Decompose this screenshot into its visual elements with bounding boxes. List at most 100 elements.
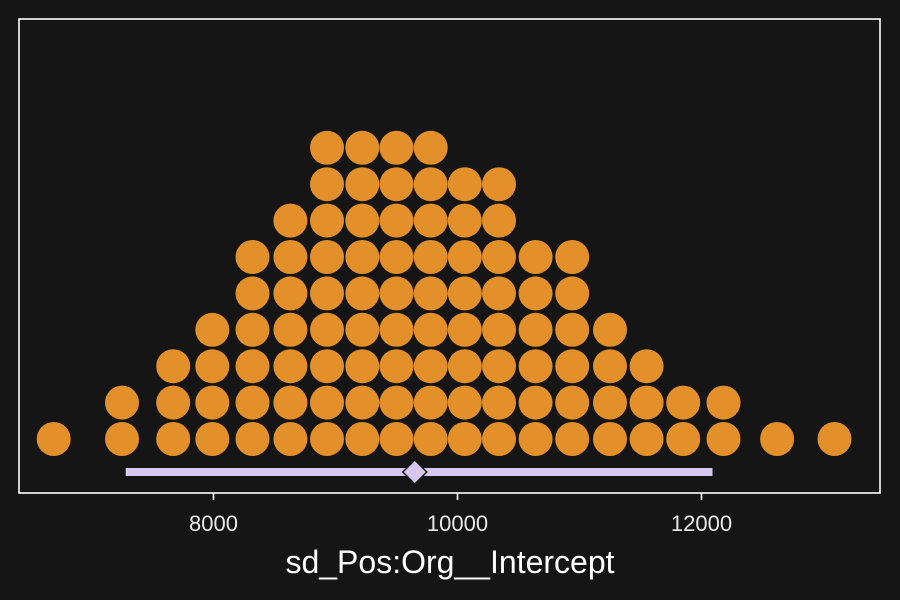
dot-bin-7-4 (345, 276, 380, 311)
x-tick-label-1: 10000 (427, 511, 488, 536)
dot-bin-2-1 (156, 385, 191, 420)
dot-bin-3-1 (195, 385, 230, 420)
dot-bin-4-4 (235, 276, 270, 311)
dot-bin-10-1 (447, 385, 482, 420)
point-estimate-marker (401, 458, 428, 486)
interval-layer (125, 458, 713, 486)
dot-bin-8-6 (379, 203, 414, 238)
dot-bin-13-0 (555, 422, 590, 456)
dot-bin-2-2 (156, 349, 191, 384)
dot-bin-7-2 (345, 349, 380, 384)
dot-bin-14-0 (593, 422, 627, 456)
dot-bin-9-3 (413, 312, 448, 347)
dot-bin-9-8 (413, 130, 448, 165)
dot-bin-12-1 (518, 385, 553, 420)
dot-bin-4-3 (235, 312, 270, 347)
dot-bin-19-0 (817, 422, 852, 456)
dot-bin-8-2 (379, 349, 414, 384)
dot-bin-4-1 (235, 385, 270, 420)
panel-border (18, 18, 881, 494)
dot-bin-13-3 (555, 312, 590, 347)
dot-bin-6-2 (310, 349, 344, 384)
dot-bin-9-0 (413, 422, 448, 456)
dot-bin-10-0 (447, 422, 482, 456)
dot-bin-5-4 (273, 276, 308, 311)
dot-bin-15-0 (629, 422, 664, 456)
dot-bin-14-3 (593, 312, 627, 347)
dot-bin-6-7 (310, 167, 344, 202)
dot-bin-4-5 (235, 240, 270, 274)
dot-bin-14-1 (593, 385, 627, 420)
dot-bin-8-3 (379, 312, 414, 347)
dot-bin-11-5 (482, 240, 516, 274)
dot-bin-5-5 (273, 240, 308, 274)
dot-bin-11-1 (482, 385, 516, 420)
dot-bin-6-0 (310, 422, 344, 456)
dot-bin-10-4 (447, 276, 482, 311)
dot-bin-4-2 (235, 349, 270, 384)
dot-bin-11-4 (482, 276, 516, 311)
dot-bin-5-1 (273, 385, 308, 420)
dots-layer (36, 130, 852, 456)
dot-bin-12-2 (518, 349, 553, 384)
dot-bin-11-0 (482, 422, 516, 456)
dot-bin-3-0 (195, 422, 230, 456)
dot-bin-10-3 (447, 312, 482, 347)
dot-bin-8-5 (379, 240, 414, 274)
x-tick-label-2: 12000 (671, 511, 732, 536)
dot-bin-9-5 (413, 240, 448, 274)
x-axis-ticks: 8000 10000 12000 (189, 493, 732, 536)
dot-bin-12-4 (518, 276, 553, 311)
dot-bin-12-5 (518, 240, 553, 274)
dot-bin-6-5 (310, 240, 344, 274)
dot-bin-3-2 (195, 349, 230, 384)
dot-bin-6-8 (310, 130, 344, 165)
dot-bin-13-2 (555, 349, 590, 384)
dot-bin-8-1 (379, 385, 414, 420)
dot-bin-10-6 (447, 203, 482, 238)
dot-bin-15-1 (629, 385, 664, 420)
dot-bin-12-0 (518, 422, 553, 456)
dot-bin-11-3 (482, 312, 516, 347)
dot-bin-8-0 (379, 422, 414, 456)
dot-bin-10-2 (447, 349, 482, 384)
dot-bin-15-2 (629, 349, 664, 384)
dot-bin-6-1 (310, 385, 344, 420)
dot-bin-5-3 (273, 312, 308, 347)
dot-bin-10-5 (447, 240, 482, 274)
dot-bin-13-4 (555, 276, 590, 311)
dot-bin-13-1 (555, 385, 590, 420)
dot-bin-11-7 (482, 167, 516, 202)
dot-bin-7-6 (345, 203, 380, 238)
dot-bin-3-3 (195, 312, 230, 347)
dot-bin-5-2 (273, 349, 308, 384)
dot-bin-7-7 (345, 167, 380, 202)
dot-bin-7-3 (345, 312, 380, 347)
dot-bin-1-1 (105, 385, 139, 420)
dot-bin-9-2 (413, 349, 448, 384)
dot-bin-7-5 (345, 240, 380, 274)
dot-bin-11-6 (482, 203, 516, 238)
dot-bin-16-1 (666, 385, 701, 420)
dot-bin-9-7 (413, 167, 448, 202)
dot-bin-9-1 (413, 385, 448, 420)
dot-bin-1-0 (105, 422, 139, 456)
x-axis-title: sd_Pos:Org__Intercept (285, 544, 614, 580)
dot-bin-9-4 (413, 276, 448, 311)
dot-bin-7-8 (345, 130, 380, 165)
dot-bin-5-6 (273, 203, 308, 238)
dot-bin-6-4 (310, 276, 344, 311)
dot-bin-17-1 (706, 385, 741, 420)
dot-bin-5-0 (273, 422, 308, 456)
dot-bin-8-7 (379, 167, 414, 202)
dot-bin-10-7 (447, 167, 482, 202)
dot-bin-13-5 (555, 240, 590, 274)
dot-bin-4-0 (235, 422, 270, 456)
dot-bin-8-8 (379, 130, 414, 165)
dot-bin-8-4 (379, 276, 414, 311)
dot-bin-7-1 (345, 385, 380, 420)
dot-bin-14-2 (593, 349, 627, 384)
x-tick-label-0: 8000 (189, 511, 238, 536)
dot-bin-2-0 (156, 422, 191, 456)
dot-bin-18-0 (760, 422, 795, 456)
